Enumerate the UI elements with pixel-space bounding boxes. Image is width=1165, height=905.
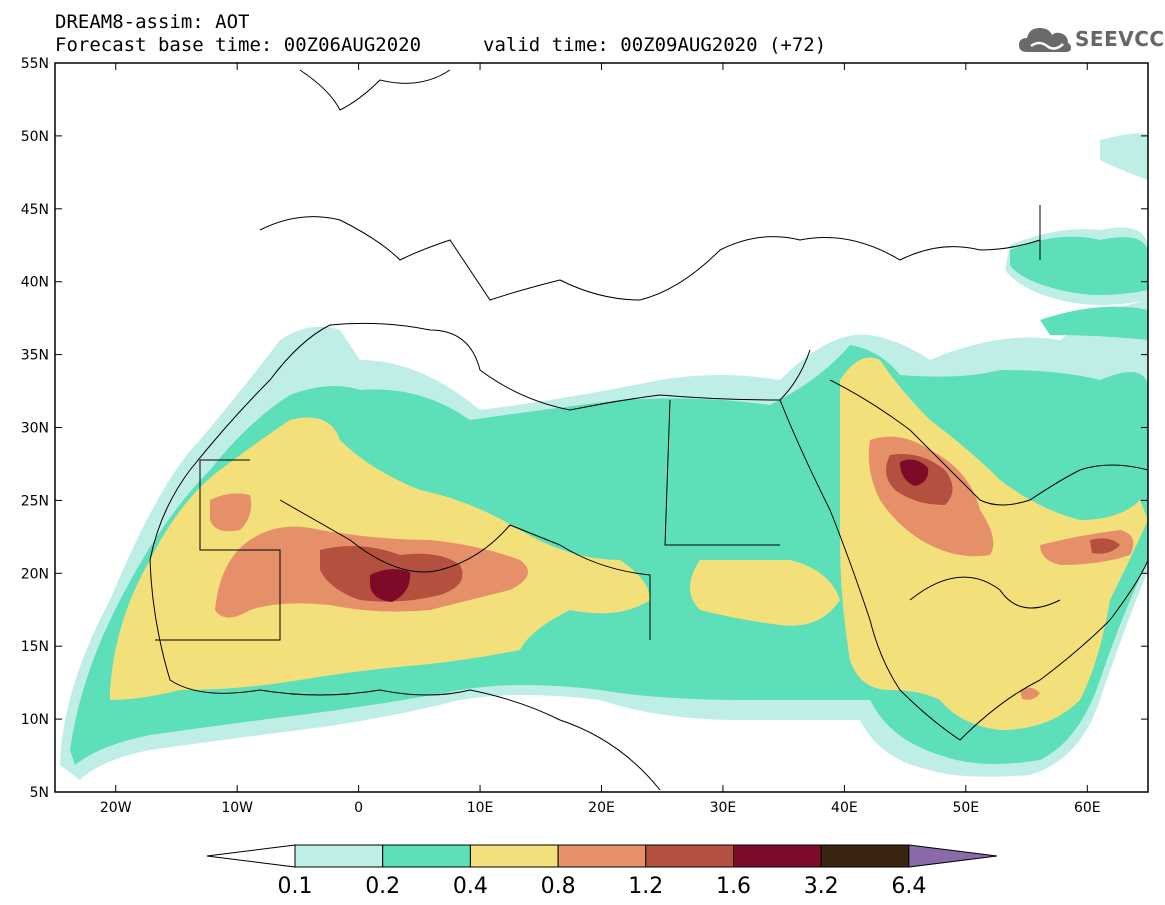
colorbar-label: 6.4: [891, 874, 926, 899]
lon-tick-label: 60E: [1074, 800, 1101, 816]
map-title: DREAM8-assim: AOT: [55, 11, 250, 33]
logo-text: SEEVCCC: [1075, 27, 1165, 51]
colorbar-box: [733, 844, 822, 868]
colorbar-label: 3.2: [804, 874, 839, 899]
colorbar-label: 0.1: [278, 874, 313, 899]
colorbar-label: 1.6: [716, 874, 751, 899]
colorbar-labels: 0.1 0.2 0.4 0.8 1.2 1.6 3.2 6.4: [278, 874, 927, 899]
lon-tick-label: 10E: [467, 800, 494, 816]
lon-tick-label: 10W: [221, 800, 253, 816]
lat-tick-label: 35N: [21, 348, 49, 364]
colorbar-box: [469, 844, 559, 868]
lon-tick-label: 30E: [710, 800, 737, 816]
lon-tick-label: 20W: [100, 800, 132, 816]
colorbar-over-triangle: [908, 844, 997, 868]
lat-tick-label: 40N: [21, 275, 49, 291]
lat-tick-label: 55N: [21, 56, 49, 72]
lon-tick-label: 50E: [952, 800, 979, 816]
longitude-axis: 20W 10W 0 10E 20E 30E 40E 50E 60E: [100, 63, 1101, 816]
colorbar-label: 0.4: [453, 874, 488, 899]
seevccc-logo: SEEVCCC: [1017, 22, 1165, 58]
lat-tick-label: 20N: [21, 566, 49, 582]
lat-tick-label: 10N: [21, 712, 49, 728]
lat-tick-label: 25N: [21, 493, 49, 509]
coastlines: [149, 69, 1148, 791]
lat-tick-label: 30N: [21, 421, 49, 437]
colorbar-box: [382, 844, 471, 868]
lat-tick-label: 15N: [21, 639, 49, 655]
colorbar-under-triangle: [206, 844, 296, 868]
colorbar-label: 1.2: [628, 874, 663, 899]
lat-tick-label: 5N: [30, 785, 49, 801]
valid-time: valid time: 00Z09AUG2020 (+72): [483, 34, 827, 56]
aot-band-1.6: [370, 459, 929, 602]
colorbar-label: 0.8: [541, 874, 576, 899]
colorbar-box: [557, 844, 647, 868]
lon-tick-label: 0: [354, 800, 363, 816]
forecast-base-time: Forecast base time: 00Z06AUG2020: [55, 34, 422, 56]
colorbar-label: 0.2: [365, 874, 400, 899]
lon-tick-label: 40E: [831, 800, 858, 816]
colorbar-boxes: [206, 844, 997, 868]
lon-tick-label: 20E: [588, 800, 615, 816]
aot-field: [60, 133, 1148, 780]
latitude-axis: 55N 50N 45N 40N 35N 30N 25N 20N 15N 10N 5N: [21, 56, 1148, 801]
cloud-icon: [1019, 28, 1071, 52]
colorbar-box: [820, 844, 910, 868]
colorbar-box: [294, 844, 384, 868]
lat-tick-label: 45N: [21, 202, 49, 218]
lat-tick-label: 50N: [21, 129, 49, 145]
colorbar-box: [645, 844, 734, 868]
